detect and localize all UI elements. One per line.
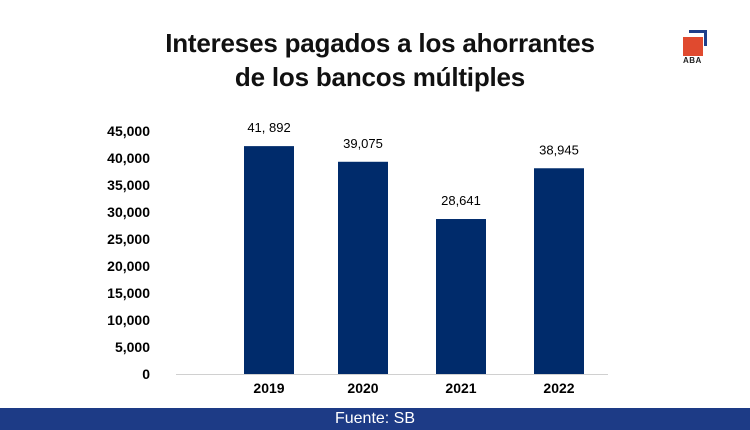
aba-logo: ABA bbox=[683, 30, 713, 66]
y-axis-ticks: 0 5,000 10,000 15,000 20,000 25,000 30,000 35,0… bbox=[107, 123, 150, 382]
footer-bar: Fuente: SB bbox=[0, 408, 750, 430]
data-label-2022: 38,945 bbox=[539, 142, 579, 157]
data-label-2021: 28,641 bbox=[441, 193, 481, 208]
x-tick-label-2020: 2020 bbox=[347, 380, 378, 396]
bars-group bbox=[244, 146, 584, 374]
bar-chart: 0 5,000 10,000 15,000 20,000 25,000 30,000 35,0… bbox=[107, 120, 608, 396]
data-label-2019: 41, 892 bbox=[247, 120, 290, 135]
bar-2022 bbox=[534, 168, 584, 374]
y-tick-label: 15,000 bbox=[107, 285, 150, 301]
x-tick-label-2019: 2019 bbox=[253, 380, 284, 396]
x-tick-label-2022: 2022 bbox=[543, 380, 574, 396]
y-tick-label: 5,000 bbox=[115, 339, 150, 355]
data-labels-group: 41, 892 39,075 28,641 38,945 bbox=[247, 120, 579, 208]
y-tick-label: 10,000 bbox=[107, 312, 150, 328]
data-label-2020: 39,075 bbox=[343, 136, 383, 151]
y-tick-label: 30,000 bbox=[107, 204, 150, 220]
logo-corner-side bbox=[704, 30, 707, 46]
chart-title-line-2: de los bancos múltiples bbox=[234, 62, 526, 92]
y-tick-label: 20,000 bbox=[107, 258, 150, 274]
source-text: Fuente: SB bbox=[334, 410, 416, 427]
y-tick-label: 45,000 bbox=[107, 123, 150, 139]
logo-text: ABA bbox=[683, 56, 702, 65]
y-tick-label: 40,000 bbox=[107, 150, 150, 166]
bar-2020 bbox=[338, 161, 388, 374]
logo-corner-top bbox=[689, 30, 707, 33]
x-tick-label-2021: 2021 bbox=[445, 380, 476, 396]
y-tick-label: 35,000 bbox=[107, 177, 150, 193]
x-axis-ticks: 2019 2020 2021 2022 bbox=[253, 380, 574, 396]
y-tick-label: 0 bbox=[142, 366, 150, 382]
bar-2021 bbox=[436, 219, 486, 374]
bar-2019 bbox=[244, 146, 294, 374]
y-tick-label: 25,000 bbox=[107, 231, 150, 247]
logo-red-square bbox=[683, 37, 703, 56]
chart-title-line-1: Intereses pagados a los ahorrantes bbox=[165, 28, 595, 58]
chart-title: Intereses pagados a los ahorrantes de lo… bbox=[130, 26, 630, 94]
